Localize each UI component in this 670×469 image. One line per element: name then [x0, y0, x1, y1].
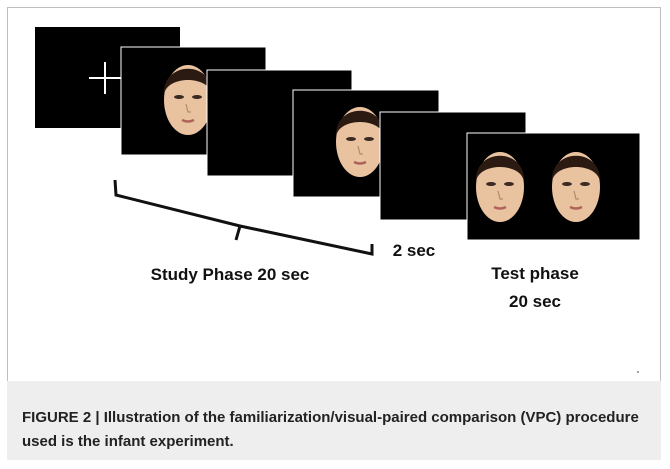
caption-text: Illustration of the familiarization/visu…: [22, 409, 639, 450]
page: {"labels": {"study": "Study Phase 20 sec…: [0, 0, 670, 469]
face: [476, 152, 524, 222]
dot: [637, 371, 639, 373]
caption: FIGURE 2 | Illustration of the familiari…: [7, 381, 661, 460]
test-label: Test phase: [491, 264, 579, 283]
face: [552, 152, 600, 222]
face: [336, 107, 384, 177]
interval-label: 2 sec: [393, 241, 436, 260]
face: [164, 65, 212, 135]
caption-label: FIGURE 2 |: [22, 409, 100, 426]
study-label: Study Phase 20 sec: [151, 265, 310, 284]
test-label: 20 sec: [509, 292, 561, 311]
